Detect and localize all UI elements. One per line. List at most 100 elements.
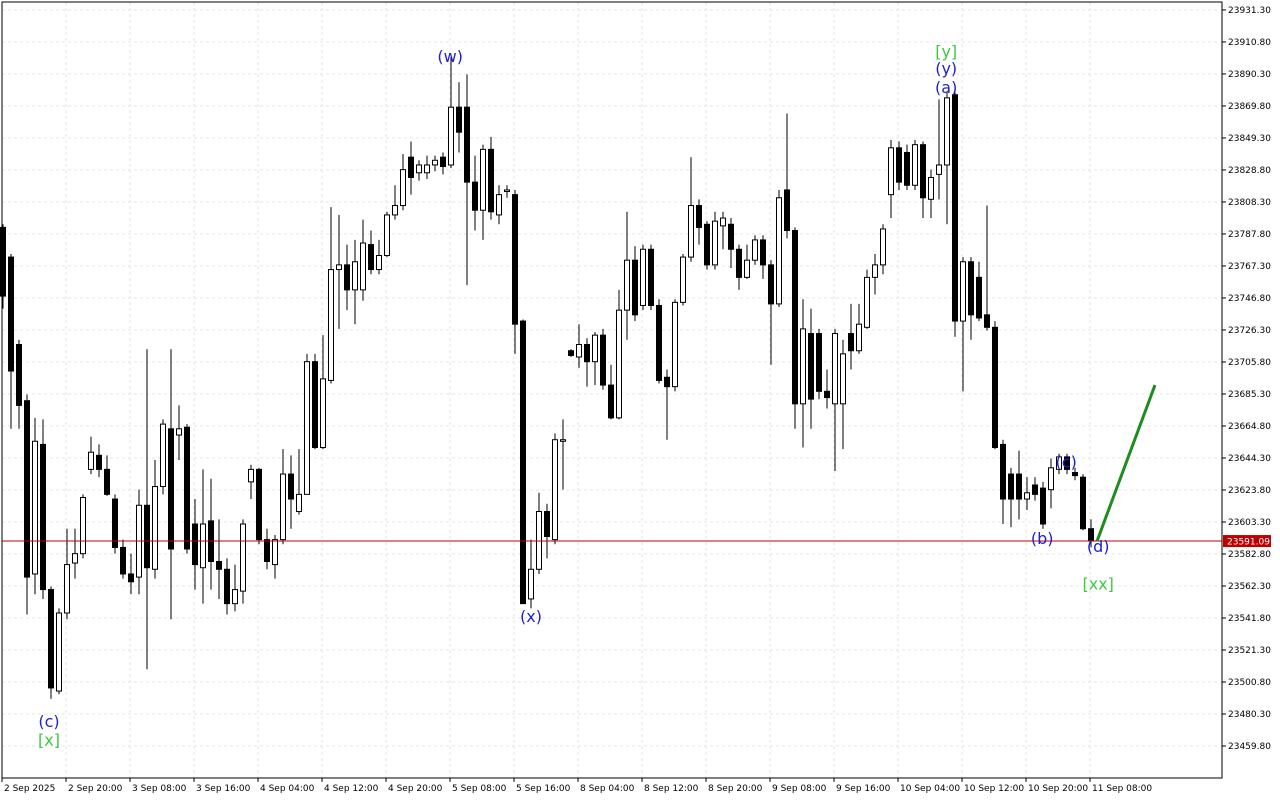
candle-body (384, 214, 390, 257)
x-tick-label: 5 Sep 08:00 (452, 784, 507, 794)
y-tick-label: 23849.30 (1228, 134, 1271, 144)
y-tick-label: 23890.30 (1228, 70, 1271, 80)
candle-body (592, 334, 598, 363)
y-tick-label: 23705.80 (1228, 358, 1271, 368)
x-tick-label: 9 Sep 08:00 (772, 784, 827, 794)
x-tick-label: 8 Sep 04:00 (580, 784, 635, 794)
candle-body (416, 164, 422, 174)
y-tick-label: 23459.80 (1228, 742, 1271, 752)
wave-label: (c) (38, 712, 59, 731)
wave-label: (d) (1087, 537, 1110, 556)
candle-body (680, 256, 686, 303)
candle-body (640, 248, 646, 306)
candle-body (792, 230, 798, 405)
y-tick-label: 23828.80 (1228, 166, 1271, 176)
wave-label: (a) (935, 78, 957, 97)
candle-body (240, 523, 246, 592)
x-tick-label: 8 Sep 20:00 (708, 784, 763, 794)
x-tick-label: 10 Sep 04:00 (900, 784, 960, 794)
candle-body (856, 323, 862, 352)
candle-body (616, 309, 622, 419)
current-price-box (1223, 535, 1271, 548)
y-tick-label: 23664.80 (1228, 422, 1271, 432)
candle-body (704, 223, 710, 266)
candle-body (816, 333, 822, 392)
candle-body (360, 242, 366, 291)
candle-body (248, 468, 254, 483)
projection-line (1095, 384, 1157, 542)
candle-body (976, 276, 982, 319)
candle-body (320, 378, 326, 449)
candle-body (448, 106, 454, 166)
y-tick-label: 23623.80 (1228, 486, 1271, 496)
wave-label: (c) (1056, 453, 1077, 472)
candle-body (600, 334, 606, 386)
y-tick-label: 23521.30 (1228, 646, 1271, 656)
x-tick-label: 10 Sep 12:00 (964, 784, 1024, 794)
candle-body (1064, 456, 1070, 470)
candle-body (200, 523, 206, 569)
candle-body (152, 486, 158, 570)
candle-body (400, 169, 406, 207)
candle-body (192, 523, 198, 566)
candle-body (832, 333, 838, 405)
x-tick-label: 4 Sep 04:00 (260, 784, 315, 794)
candle-body (464, 106, 470, 183)
candle-body (520, 320, 526, 605)
candle-body (24, 400, 30, 578)
y-tick-label: 23685.30 (1228, 390, 1271, 400)
candle-body (944, 97, 950, 166)
candle-body (40, 443, 46, 591)
candle-body (256, 468, 262, 541)
candle-body (880, 228, 886, 266)
candle-body (1080, 476, 1086, 530)
candle-body (1016, 473, 1022, 500)
candle-body (968, 261, 974, 316)
x-tick-label: 11 Sep 08:00 (1092, 784, 1152, 794)
y-tick-label: 23869.80 (1228, 102, 1271, 112)
candle-body (496, 194, 502, 216)
candle-body (184, 426, 190, 550)
candle-body (104, 468, 110, 495)
candle-body (800, 328, 806, 405)
y-tick-label: 23767.30 (1228, 262, 1271, 272)
candle-body (752, 239, 758, 261)
candle-body (672, 301, 678, 388)
candle-body (1000, 443, 1006, 500)
candle-body (224, 568, 230, 605)
candle-body (568, 350, 574, 356)
candle-body (328, 269, 334, 381)
candle-body (904, 151, 910, 186)
candle-body (720, 217, 726, 227)
candle-body (648, 248, 654, 306)
y-tick-label: 23541.80 (1228, 614, 1271, 624)
x-tick-label: 10 Sep 20:00 (1028, 784, 1088, 794)
plot-frame (1, 1, 1223, 779)
candle-body (288, 473, 294, 500)
candle-body (368, 244, 374, 271)
candle-body (512, 194, 518, 325)
candle-body (760, 239, 766, 266)
wave-label: [xx] (1082, 574, 1113, 593)
candle-body (952, 94, 958, 322)
candle-body (848, 333, 854, 352)
candle-body (336, 264, 342, 271)
candle-body (80, 496, 86, 555)
candle-body (584, 343, 590, 363)
candle-body (544, 511, 550, 538)
candle-body (144, 504, 150, 569)
wave-label: (x) (520, 607, 542, 626)
candle-body (0, 226, 6, 297)
candle-body (840, 353, 846, 405)
candle-body (72, 553, 78, 564)
candle-body (472, 181, 478, 211)
x-tick-label: 9 Sep 16:00 (836, 784, 891, 794)
candle-body (984, 314, 990, 328)
candle-body (376, 255, 382, 271)
y-tick-label: 23562.30 (1228, 582, 1271, 592)
candle-body (88, 451, 94, 470)
candle-body (304, 361, 310, 495)
candle-body (960, 261, 966, 322)
